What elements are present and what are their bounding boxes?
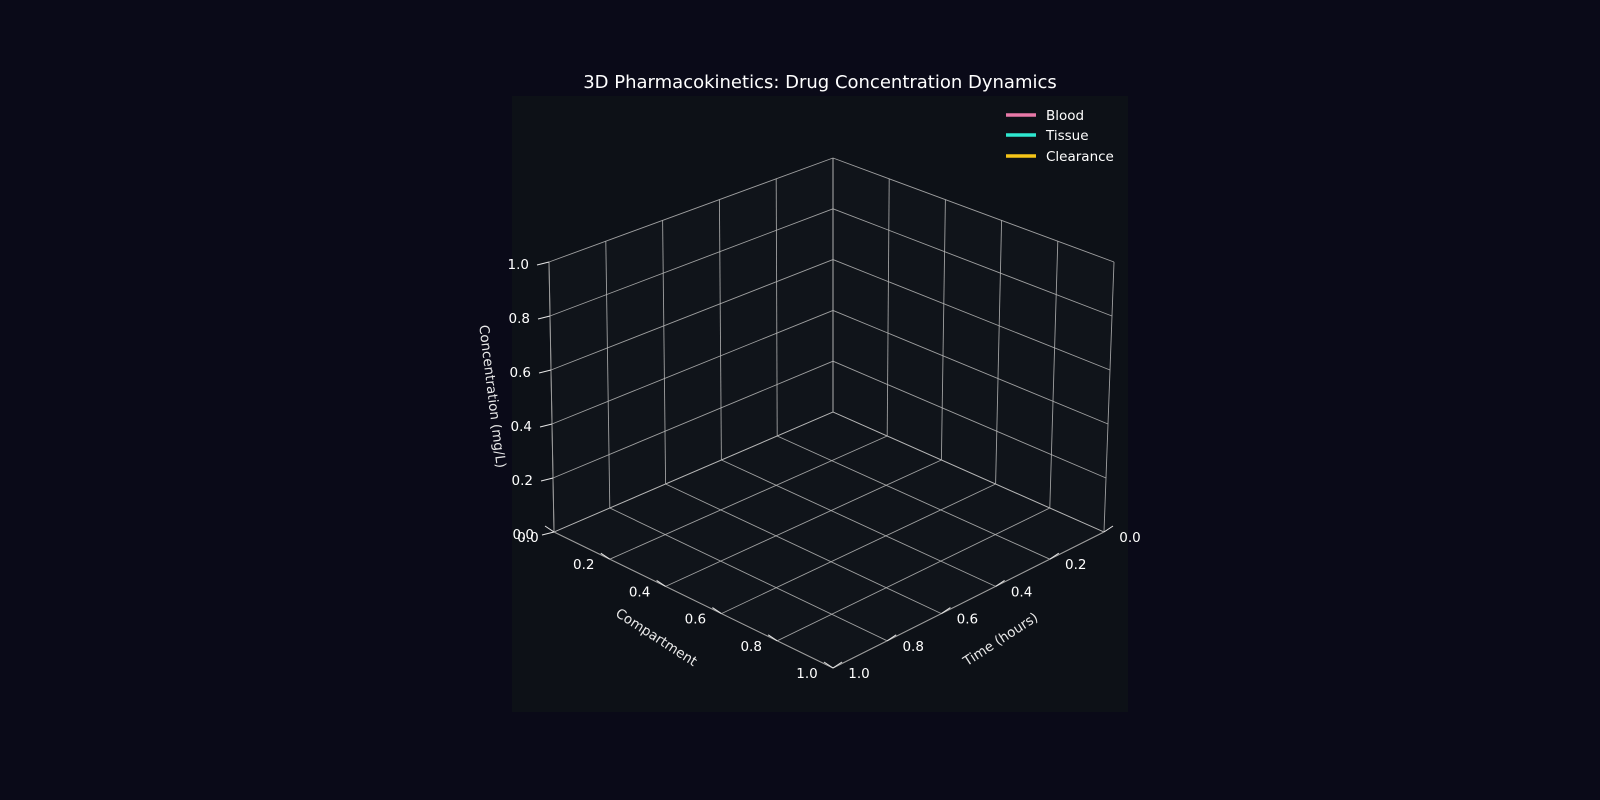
- grid-line-floor-y: [609, 507, 888, 642]
- z-tick-mark: [536, 261, 550, 266]
- grid-line-wall-z: [832, 157, 1115, 263]
- z-tick-label: 0.8: [509, 311, 530, 327]
- x-tick-label: 1.0: [796, 666, 817, 682]
- y-tick-mark: [941, 607, 951, 615]
- y-tick-label: 0.8: [902, 639, 923, 655]
- x-tick-mark: [600, 552, 611, 560]
- grid-line-wall-z: [553, 411, 834, 533]
- grid-line-wall-y: [718, 199, 722, 461]
- x-tick-label: 0.6: [685, 612, 706, 628]
- legend-entry-blood: Blood: [1006, 108, 1084, 124]
- z-tick-mark: [539, 423, 553, 428]
- grid-line-floor-x: [777, 507, 1050, 642]
- z-tick-mark: [540, 477, 554, 482]
- y-tick-label: 0.4: [1011, 584, 1032, 600]
- grid-line-wall-z: [550, 259, 834, 371]
- x-axis-line: [553, 531, 834, 669]
- legend: Blood Tissue Clearance: [1006, 108, 1114, 165]
- grid-line-wall-z: [549, 208, 834, 317]
- grid-line-wall-y: [662, 220, 667, 485]
- y-tick-mark: [886, 634, 897, 642]
- grid-line-wall-y: [605, 241, 611, 509]
- y-tick-label: 0.6: [957, 612, 978, 628]
- z-tick-label: 1.0: [508, 257, 529, 273]
- z-tick-label: 0.6: [510, 365, 531, 381]
- z-tick-mark: [541, 531, 555, 536]
- y-tick-label: 1.0: [848, 666, 869, 682]
- grid-line-wall-x: [1049, 241, 1059, 509]
- grid-line-floor-x: [721, 483, 996, 615]
- z-tick-label: 0.2: [512, 473, 533, 489]
- x-tick-mark: [767, 634, 778, 642]
- legend-entry-tissue: Tissue: [1006, 128, 1089, 144]
- grid-line-floor-x: [609, 435, 888, 560]
- x-tick-label: 0.8: [740, 639, 761, 655]
- legend-label-blood: Blood: [1046, 108, 1084, 124]
- grid-line-wall-z: [548, 157, 834, 263]
- grid-line-wall-x: [1103, 261, 1115, 533]
- plot-area: [512, 96, 1128, 712]
- x-tick-label: 0.0: [517, 530, 538, 546]
- x-tick-mark: [544, 525, 555, 533]
- grid-line-wall-z: [552, 360, 834, 479]
- legend-entry-clearance: Clearance: [1006, 149, 1114, 165]
- grid-line-wall-x: [940, 199, 946, 461]
- y-tick-label: 0.0: [1119, 530, 1140, 546]
- x-tick-mark: [712, 607, 722, 615]
- chart-title: 3D Pharmacokinetics: Drug Concentration …: [583, 72, 1057, 93]
- legend-label-clearance: Clearance: [1046, 149, 1114, 165]
- z-tick-mark: [537, 315, 551, 320]
- y-tick-label: 0.2: [1065, 557, 1086, 573]
- y-tick-mark: [1049, 552, 1060, 560]
- grid-line-wall-z: [551, 309, 834, 425]
- grid-line-wall-y: [775, 178, 778, 437]
- z-axis-line: [548, 261, 555, 533]
- grid-line-floor-y: [721, 459, 996, 587]
- grid-line-wall-x: [886, 178, 890, 437]
- grid-line-wall-z: [832, 360, 1107, 479]
- x-tick-label: 0.4: [629, 584, 650, 600]
- grid-line-floor-y: [777, 435, 1050, 560]
- z-tick-label: 0.0: [513, 527, 534, 543]
- grid-line-floor-y: [665, 483, 942, 615]
- x-tick-mark: [656, 579, 666, 587]
- tick-layer: 0.0 0.2 0.4 0.6 0.8 1.0 0.0 0.2 0.4 0.6 0.8 1.0 0.0 0…: [508, 257, 1141, 682]
- y-axis-line: [832, 531, 1105, 669]
- y-tick-mark: [832, 661, 843, 669]
- grid-line-floor-x: [665, 459, 942, 587]
- x-tick-label: 0.2: [573, 557, 594, 573]
- grid-line-wall-z: [832, 411, 1105, 533]
- z-tick-label: 0.4: [511, 419, 532, 435]
- grid-line-wall-z: [832, 309, 1109, 425]
- grid-line-wall-z: [832, 208, 1113, 317]
- grid-line-wall-z: [832, 259, 1111, 371]
- x-tick-mark: [823, 661, 834, 669]
- y-tick-mark: [1103, 525, 1114, 533]
- y-tick-mark: [995, 579, 1005, 587]
- z-tick-mark: [538, 369, 552, 374]
- grid-line-wall-x: [995, 220, 1003, 485]
- legend-label-tissue: Tissue: [1045, 128, 1089, 144]
